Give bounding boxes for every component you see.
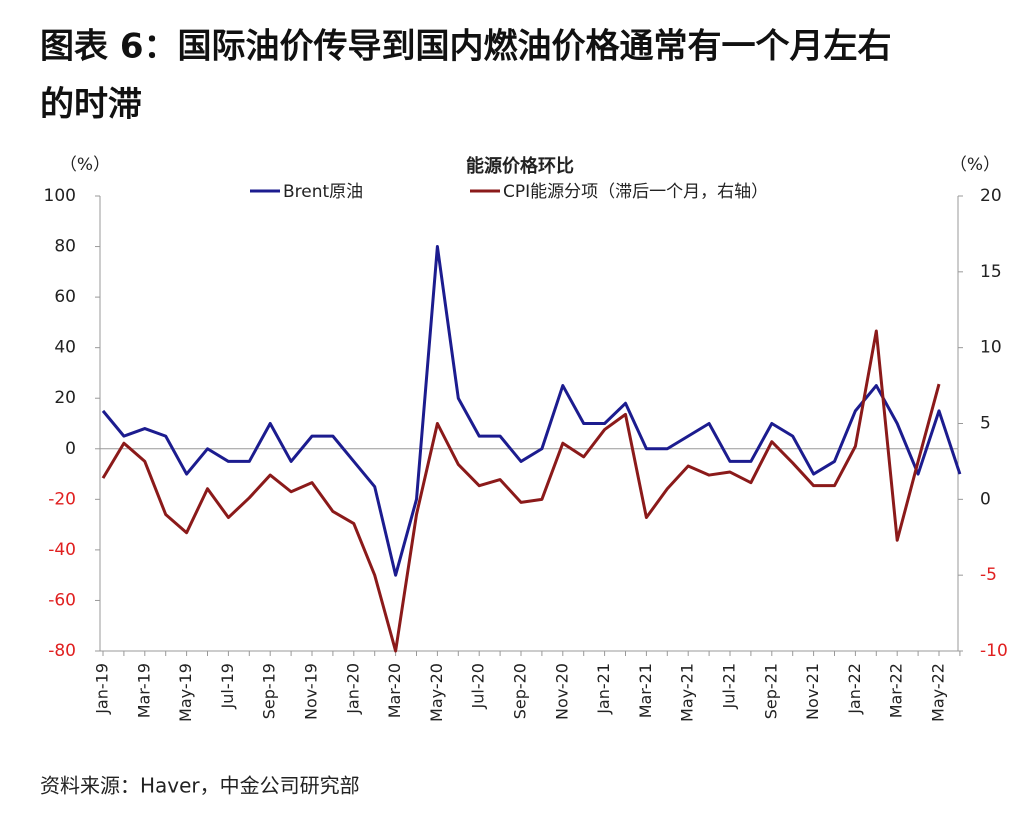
x-tick-label: Jul-19 (218, 663, 237, 709)
x-tick-label: Mar-21 (636, 663, 655, 718)
y-unit: （%） (60, 155, 110, 175)
y2-tick-label: -5 (980, 565, 997, 585)
series-line (101, 329, 941, 653)
y-tick-label: -40 (48, 540, 76, 560)
x-tick-label: Jan-19 (93, 663, 112, 715)
y2-unit: （%） (950, 155, 1000, 175)
y-tick-label: 0 (65, 439, 76, 459)
x-tick-label: Jul-21 (720, 663, 739, 709)
y-tick-label: 40 (54, 338, 76, 358)
y2-tick-label: 15 (980, 262, 1002, 282)
x-tick-label: May-19 (176, 663, 195, 722)
y2-tick-label: 0 (980, 489, 991, 509)
source: 资料来源：Haver，中金公司研究部 (40, 774, 360, 798)
x-tick-label: Mar-20 (385, 663, 404, 718)
legend-label: Brent原油 (283, 182, 363, 202)
x-tick-label: Sep-19 (260, 663, 279, 719)
x-tick-label: Mar-19 (134, 663, 153, 718)
x-tick-label: Nov-20 (552, 663, 571, 720)
x-tick-label: Mar-22 (887, 663, 906, 718)
y-tick-label: 60 (54, 287, 76, 307)
legend-label: CPI能源分项（滞后一个月，右轴） (503, 182, 768, 202)
y-tick-label: 100 (44, 186, 76, 206)
y2-tick-label: 10 (980, 338, 1002, 358)
x-tick-label: Jan-21 (594, 663, 613, 715)
x-tick-label: Jan-22 (845, 663, 864, 715)
x-tick-label: Nov-19 (302, 663, 321, 720)
series-line (101, 245, 962, 577)
x-tick-label: Nov-21 (803, 663, 822, 720)
x-tick-label: May-21 (678, 663, 697, 722)
x-tick-label: May-22 (929, 663, 948, 722)
y2-tick-label: 5 (980, 414, 991, 434)
y-tick-label: 20 (54, 388, 76, 408)
x-tick-label: Sep-20 (511, 663, 530, 719)
y-tick-label: -80 (48, 641, 76, 661)
chart-title: 图表 6：国际油价传导到国内燃油价格通常有一个月左右 (40, 27, 892, 67)
y-tick-label: -60 (48, 590, 76, 610)
y2-tick-label: 20 (980, 186, 1002, 206)
chart-subtitle: 能源价格环比 (466, 155, 574, 177)
x-tick-label: Jul-20 (469, 663, 488, 709)
x-tick-label: Sep-21 (761, 663, 780, 719)
chart-title: 的时滞 (40, 85, 142, 125)
y2-tick-label: -10 (980, 641, 1008, 661)
y-tick-label: -20 (48, 489, 76, 509)
x-tick-label: May-20 (427, 663, 446, 722)
y-tick-label: 80 (54, 237, 76, 257)
x-tick-label: Jan-20 (343, 663, 362, 715)
